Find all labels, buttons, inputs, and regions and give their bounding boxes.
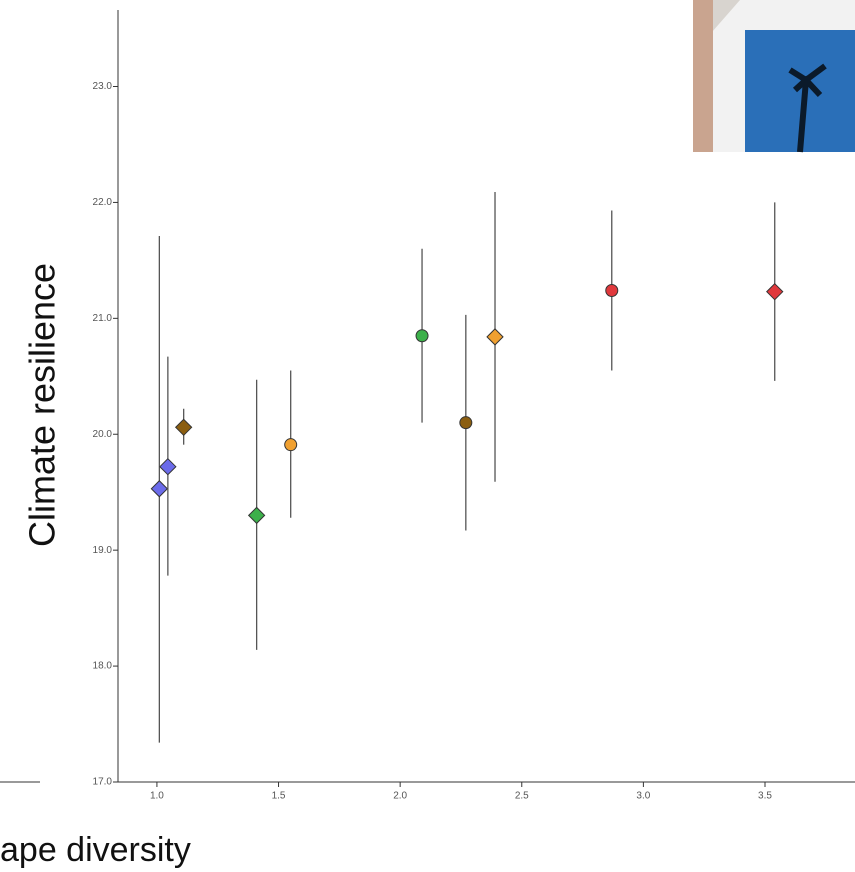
y-tick-label: 20.0 — [93, 429, 113, 440]
y-tick-label: 22.0 — [93, 197, 113, 208]
point — [459, 416, 473, 430]
x-axis-label: ape diversity — [0, 831, 191, 869]
point — [605, 284, 619, 298]
y-tick-label: 18.0 — [93, 661, 113, 672]
point — [150, 480, 169, 498]
x-tick-label: 2.0 — [393, 791, 407, 802]
y-axis-label: Climate resilience — [22, 263, 63, 547]
y-tick-label: 23.0 — [93, 81, 113, 92]
photo — [693, 0, 855, 153]
x-tick-label: 3.0 — [636, 791, 650, 802]
x-tick-label: 1.5 — [272, 791, 286, 802]
x-tick-label: 3.5 — [758, 791, 772, 802]
point — [415, 329, 429, 343]
point — [174, 418, 193, 437]
y-tick-label: 17.0 — [93, 777, 113, 788]
point — [284, 438, 298, 452]
y-tick-label: 21.0 — [93, 313, 113, 324]
point — [766, 282, 784, 301]
point — [159, 458, 177, 476]
y-tick-label: 19.0 — [93, 545, 113, 556]
x-tick-label: 1.0 — [150, 791, 164, 802]
point — [247, 506, 266, 525]
x-tick-label: 2.5 — [515, 791, 529, 802]
point — [486, 328, 504, 346]
